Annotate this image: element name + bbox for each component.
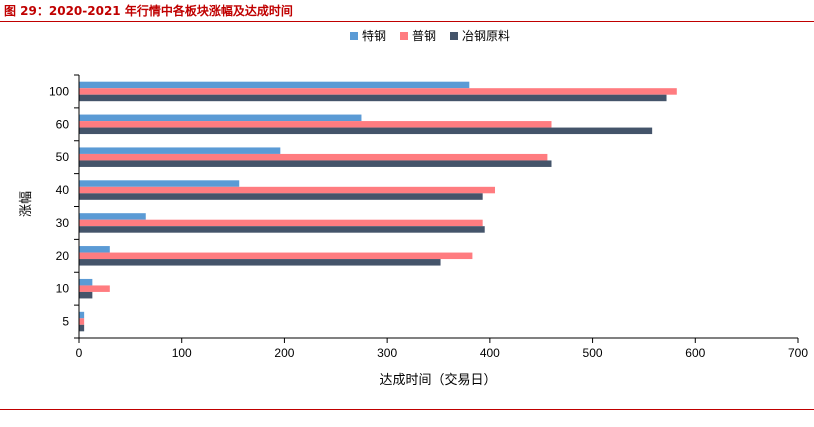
bar-3-100 — [79, 94, 667, 102]
legend-swatch — [350, 32, 358, 40]
bar-1-20 — [79, 246, 110, 253]
bottom-rule — [0, 409, 814, 410]
y-tick-label: 5 — [62, 315, 69, 329]
bar-3-10 — [79, 291, 93, 299]
bar-1-100 — [79, 81, 470, 89]
bar-2-100 — [79, 88, 677, 95]
bar-3-60 — [79, 127, 653, 135]
bar-3-50 — [79, 160, 552, 167]
legend-label: 普钢 — [412, 29, 436, 43]
y-tick-label: 50 — [56, 150, 70, 164]
bar-3-30 — [79, 226, 485, 233]
legend-label: 冶钢原料 — [462, 29, 510, 43]
x-tick-label: 100 — [172, 346, 192, 360]
bar-3-5 — [79, 324, 85, 332]
y-tick-label: 40 — [56, 183, 70, 197]
bar-1-5 — [79, 311, 85, 319]
y-tick-label: 100 — [49, 84, 69, 98]
legend: 特钢 普钢 冶钢原料 — [350, 28, 510, 43]
bar-2-50 — [79, 153, 548, 161]
title-rule — [0, 21, 814, 22]
bar-2-60 — [79, 121, 552, 128]
y-tick-label: 10 — [56, 282, 70, 296]
bar-1-40 — [79, 180, 240, 187]
x-tick-label: 400 — [480, 346, 500, 360]
bar-2-5 — [79, 318, 85, 325]
legend-swatch — [450, 32, 458, 40]
x-tick-label: 300 — [377, 346, 397, 360]
bar-2-20 — [79, 252, 473, 260]
bar-1-50 — [79, 147, 281, 154]
y-tick-label: 30 — [56, 216, 70, 230]
bar-2-30 — [79, 219, 483, 227]
y-axis-label: 涨幅 — [18, 191, 33, 217]
bar-3-20 — [79, 259, 441, 266]
x-tick-label: 700 — [788, 346, 808, 360]
bar-3-40 — [79, 193, 483, 200]
legend-label: 特钢 — [362, 28, 386, 43]
bar-2-40 — [79, 186, 495, 194]
x-tick-label: 500 — [583, 346, 603, 360]
x-tick-label: 0 — [76, 346, 83, 360]
figure-title: 图 29：2020-2021 年行情中各板块涨幅及达成时间 — [4, 4, 293, 18]
bar-1-10 — [79, 278, 93, 286]
y-tick-label: 20 — [56, 249, 70, 263]
bar-2-10 — [79, 285, 110, 292]
x-axis-label: 达成时间（交易日） — [379, 372, 496, 387]
legend-swatch — [400, 32, 408, 40]
x-tick-label: 200 — [274, 346, 294, 360]
x-tick-label: 600 — [685, 346, 705, 360]
bars — [79, 81, 677, 332]
y-tick-label: 60 — [56, 117, 70, 131]
bar-1-60 — [79, 114, 362, 122]
bar-1-30 — [79, 213, 146, 220]
